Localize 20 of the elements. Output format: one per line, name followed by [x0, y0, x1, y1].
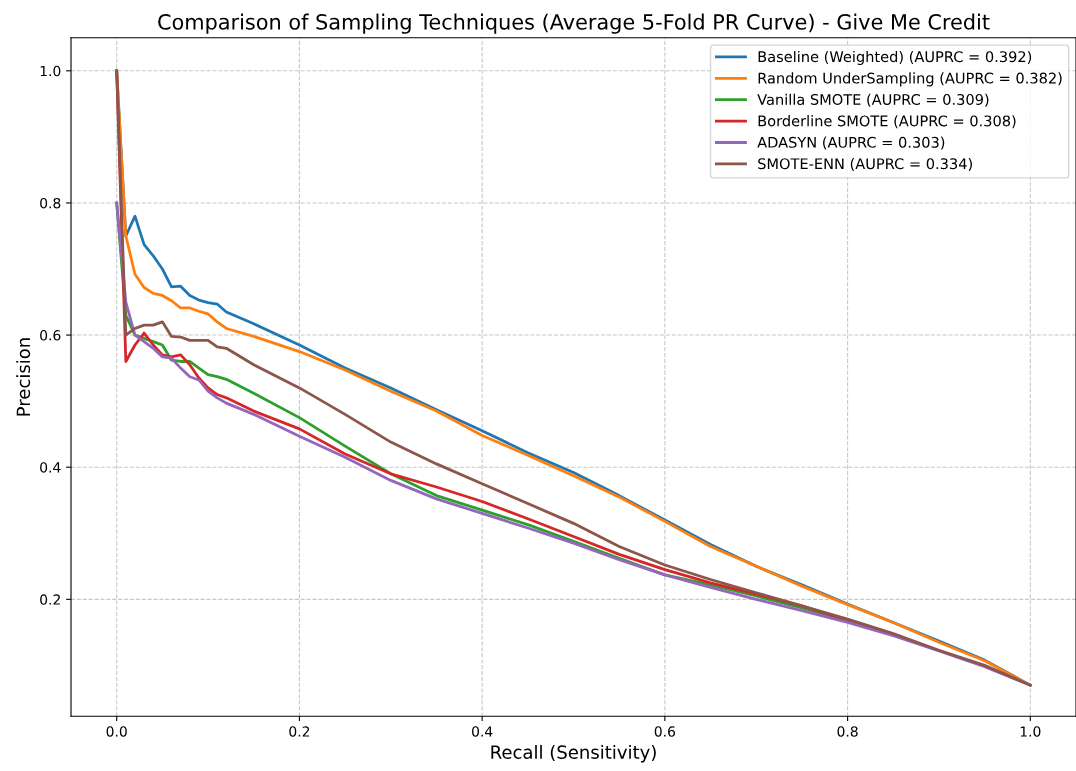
legend-label: ADASYN (AUPRC = 0.303): [757, 136, 945, 150]
x-tick-label: 0.6: [654, 726, 676, 737]
y-tick-label: 1.0: [40, 65, 61, 77]
legend-label: Random UnderSampling (AUPRC = 0.382): [758, 72, 1062, 87]
y-tick-label: 0.8: [40, 197, 61, 209]
legend-label: SMOTE-ENN (AUPRC = 0.334): [758, 157, 972, 171]
y-tick-label: 0.6: [40, 330, 61, 341]
y-tick-label: 0.4: [40, 462, 61, 473]
legend-label: Baseline (Weighted) (AUPRC = 0.392): [758, 50, 1032, 66]
chart-title: Comparison of Sampling Techniques (Average 5-Fold PR Curve) - Give Me Credit: [158, 13, 990, 34]
x-tick-label: 1.0: [1020, 726, 1041, 737]
x-tick-label: 0.0: [106, 726, 127, 737]
x-tick-label: 0.2: [289, 726, 310, 737]
x-tick-label: 0.4: [472, 726, 493, 737]
legend-label: Borderline SMOTE (AUPRC = 0.308): [758, 115, 1016, 129]
x-axis-title: Recall (Sensitivity): [491, 744, 656, 763]
y-tick-label: 0.2: [40, 594, 60, 605]
y-axis-title: Precision: [16, 338, 31, 416]
x-tick-label: 0.8: [837, 726, 858, 737]
legend-label: Vanilla SMOTE (AUPRC = 0.309): [757, 93, 989, 107]
